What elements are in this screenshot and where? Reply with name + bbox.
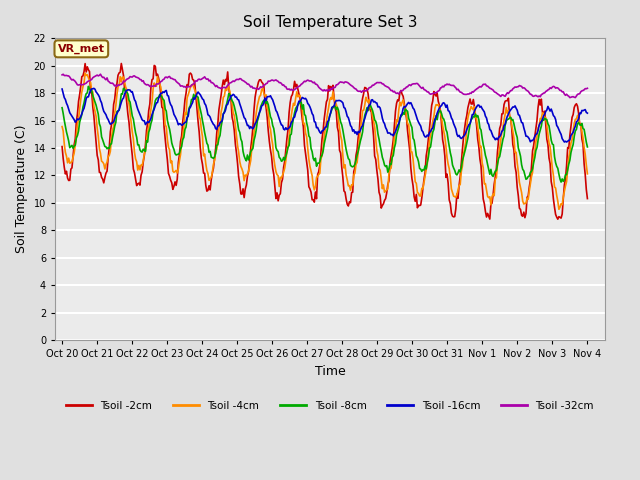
- Tsoil -4cm: [58, 124, 66, 130]
- Tsoil -4cm: [378, 186, 386, 192]
- Tsoil -8cm: [223, 101, 230, 107]
- Tsoil -4cm: [223, 87, 230, 93]
- Tsoil -16cm: [353, 132, 361, 137]
- Tsoil -16cm: [561, 139, 568, 145]
- Y-axis label: Soil Temperature (C): Soil Temperature (C): [15, 125, 28, 253]
- Tsoil -4cm: [536, 116, 544, 121]
- Tsoil -32cm: [58, 72, 66, 78]
- Tsoil -32cm: [378, 81, 386, 87]
- Tsoil -8cm: [584, 144, 591, 150]
- Tsoil -2cm: [554, 216, 562, 222]
- Tsoil -32cm: [584, 85, 591, 91]
- Tsoil -2cm: [536, 102, 544, 108]
- Tsoil -4cm: [584, 171, 591, 177]
- Tsoil -4cm: [353, 160, 361, 166]
- Tsoil -32cm: [536, 94, 544, 100]
- Tsoil -16cm: [58, 86, 66, 92]
- X-axis label: Time: Time: [315, 365, 346, 378]
- Tsoil -16cm: [281, 127, 289, 133]
- Tsoil -8cm: [281, 157, 289, 163]
- Tsoil -16cm: [378, 115, 386, 121]
- Tsoil -2cm: [223, 78, 230, 84]
- Title: Soil Temperature Set 3: Soil Temperature Set 3: [243, 15, 417, 30]
- Tsoil -8cm: [445, 143, 453, 149]
- Tsoil -32cm: [223, 84, 230, 90]
- Line: Tsoil -4cm: Tsoil -4cm: [62, 73, 588, 209]
- Text: VR_met: VR_met: [58, 44, 105, 54]
- Tsoil -32cm: [353, 87, 361, 93]
- Tsoil -2cm: [378, 203, 386, 208]
- Tsoil -16cm: [536, 120, 544, 126]
- Tsoil -8cm: [353, 152, 361, 158]
- Tsoil -16cm: [223, 102, 230, 108]
- Line: Tsoil -16cm: Tsoil -16cm: [62, 88, 588, 142]
- Tsoil -16cm: [584, 110, 591, 116]
- Tsoil -2cm: [445, 197, 453, 203]
- Tsoil -8cm: [378, 155, 386, 160]
- Tsoil -2cm: [353, 147, 361, 153]
- Tsoil -32cm: [281, 84, 289, 89]
- Line: Tsoil -32cm: Tsoil -32cm: [62, 74, 588, 97]
- Tsoil -32cm: [445, 81, 453, 87]
- Tsoil -8cm: [84, 84, 92, 89]
- Tsoil -8cm: [58, 105, 66, 110]
- Tsoil -4cm: [81, 71, 89, 76]
- Legend: Tsoil -2cm, Tsoil -4cm, Tsoil -8cm, Tsoil -16cm, Tsoil -32cm: Tsoil -2cm, Tsoil -4cm, Tsoil -8cm, Tsoi…: [62, 397, 598, 415]
- Tsoil -16cm: [445, 108, 453, 114]
- Tsoil -2cm: [118, 60, 125, 66]
- Tsoil -16cm: [90, 85, 98, 91]
- Tsoil -2cm: [281, 158, 289, 164]
- Tsoil -4cm: [445, 166, 453, 171]
- Tsoil -2cm: [584, 196, 591, 202]
- Tsoil -32cm: [97, 72, 104, 77]
- Line: Tsoil -2cm: Tsoil -2cm: [62, 63, 588, 219]
- Tsoil -8cm: [536, 127, 544, 133]
- Tsoil -32cm: [566, 95, 573, 100]
- Tsoil -2cm: [58, 144, 66, 149]
- Line: Tsoil -8cm: Tsoil -8cm: [62, 86, 588, 182]
- Tsoil -4cm: [555, 206, 563, 212]
- Tsoil -4cm: [281, 165, 289, 171]
- Tsoil -8cm: [557, 179, 565, 185]
